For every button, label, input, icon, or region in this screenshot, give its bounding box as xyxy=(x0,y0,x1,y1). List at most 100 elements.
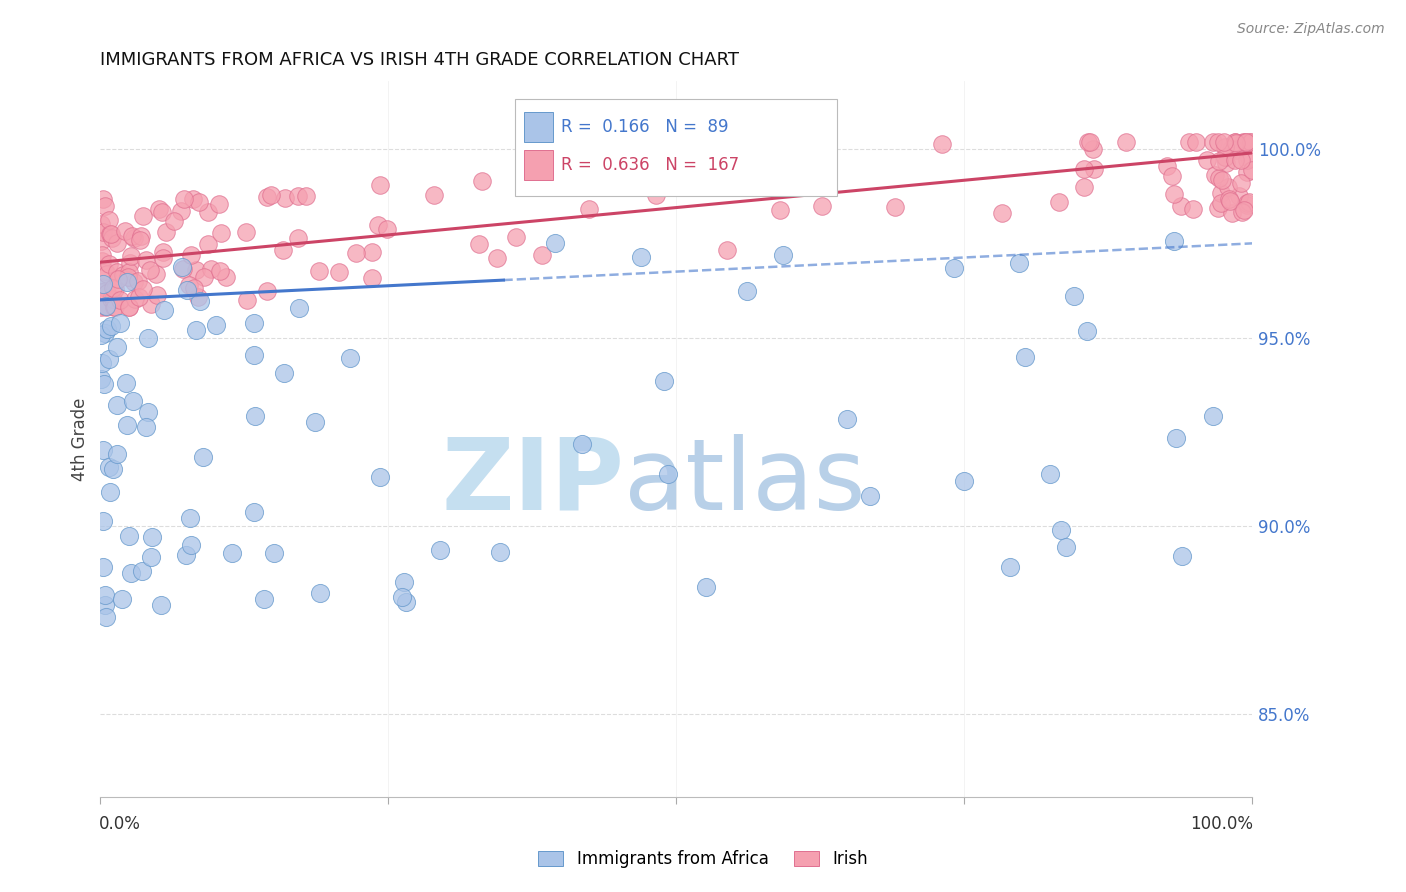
Point xyxy=(91,285,114,299)
Point xyxy=(652,374,675,388)
Point xyxy=(1156,159,1178,173)
Text: 0.0%: 0.0% xyxy=(100,815,141,833)
Point xyxy=(1230,153,1253,168)
Point xyxy=(91,225,114,239)
Point xyxy=(179,510,201,524)
Point xyxy=(155,225,177,239)
Point xyxy=(141,530,163,544)
Point xyxy=(118,256,141,270)
Point xyxy=(657,467,679,481)
Point xyxy=(104,301,127,315)
Point xyxy=(807,167,830,181)
Point xyxy=(468,237,491,252)
Point xyxy=(105,265,128,279)
Point xyxy=(153,303,176,318)
Point xyxy=(91,254,114,268)
Point xyxy=(152,251,174,265)
Point xyxy=(1223,135,1246,149)
Point xyxy=(1234,135,1257,149)
Point xyxy=(1223,135,1246,149)
Point xyxy=(1206,135,1229,149)
Point xyxy=(122,394,145,409)
Point xyxy=(1218,192,1240,206)
Point xyxy=(295,189,318,203)
Text: Source: ZipAtlas.com: Source: ZipAtlas.com xyxy=(1237,22,1385,37)
Point xyxy=(105,446,128,460)
Point xyxy=(1239,151,1261,165)
Point xyxy=(200,262,222,277)
Point xyxy=(93,192,115,206)
Point xyxy=(93,599,115,613)
Point xyxy=(174,549,197,563)
Point xyxy=(114,376,136,390)
Point xyxy=(94,326,117,341)
Point xyxy=(93,264,115,278)
Point xyxy=(1230,177,1253,191)
Point xyxy=(1014,350,1036,364)
Point xyxy=(124,231,146,245)
Point xyxy=(187,290,209,304)
Point xyxy=(118,301,141,315)
Point xyxy=(645,187,668,202)
Point xyxy=(1208,171,1230,186)
Point xyxy=(98,459,121,474)
Point xyxy=(209,264,232,278)
Point xyxy=(1215,156,1237,170)
Point xyxy=(1073,162,1095,177)
Point xyxy=(186,263,208,277)
Point xyxy=(1073,180,1095,194)
Point xyxy=(197,237,219,252)
Point xyxy=(191,450,214,464)
Point xyxy=(90,235,112,249)
Point xyxy=(1204,168,1226,182)
Point xyxy=(260,187,283,202)
Point xyxy=(97,258,120,272)
Point xyxy=(93,279,115,293)
Point xyxy=(1223,153,1246,167)
Point xyxy=(105,235,128,250)
Point xyxy=(1209,186,1232,200)
Point xyxy=(150,598,173,612)
Point xyxy=(1208,154,1230,169)
Point xyxy=(163,214,186,228)
Point xyxy=(1232,135,1254,149)
Point xyxy=(181,192,204,206)
Point xyxy=(859,489,882,503)
Point xyxy=(180,538,202,552)
Point xyxy=(242,348,264,362)
Point xyxy=(150,205,173,219)
Point xyxy=(120,250,142,264)
Point xyxy=(1054,540,1077,554)
Point xyxy=(94,301,117,315)
Point xyxy=(360,244,382,259)
Point xyxy=(90,356,112,370)
Point xyxy=(1236,165,1258,179)
Point xyxy=(1160,169,1182,183)
Point xyxy=(124,292,146,306)
Point xyxy=(128,290,150,304)
Point xyxy=(193,270,215,285)
Point xyxy=(208,196,231,211)
Text: 100.0%: 100.0% xyxy=(1191,815,1253,833)
Point xyxy=(235,225,257,239)
Point xyxy=(209,227,232,241)
Point xyxy=(1233,202,1256,217)
Point xyxy=(931,137,953,152)
Point xyxy=(287,230,309,244)
Point xyxy=(1240,163,1263,178)
Point xyxy=(1178,135,1201,149)
Text: R =  0.166   N =  89: R = 0.166 N = 89 xyxy=(561,118,728,136)
Text: R =  0.636   N =  167: R = 0.636 N = 167 xyxy=(561,156,740,174)
Point xyxy=(115,417,138,432)
Point xyxy=(152,244,174,259)
Y-axis label: 4th Grade: 4th Grade xyxy=(72,398,89,481)
Point xyxy=(1083,161,1105,176)
Point xyxy=(180,248,202,262)
Point xyxy=(531,248,554,262)
Point xyxy=(145,267,167,281)
Point xyxy=(101,230,124,244)
Point xyxy=(991,206,1014,220)
Point xyxy=(1234,135,1257,149)
Point xyxy=(188,294,211,309)
Point xyxy=(695,580,717,594)
